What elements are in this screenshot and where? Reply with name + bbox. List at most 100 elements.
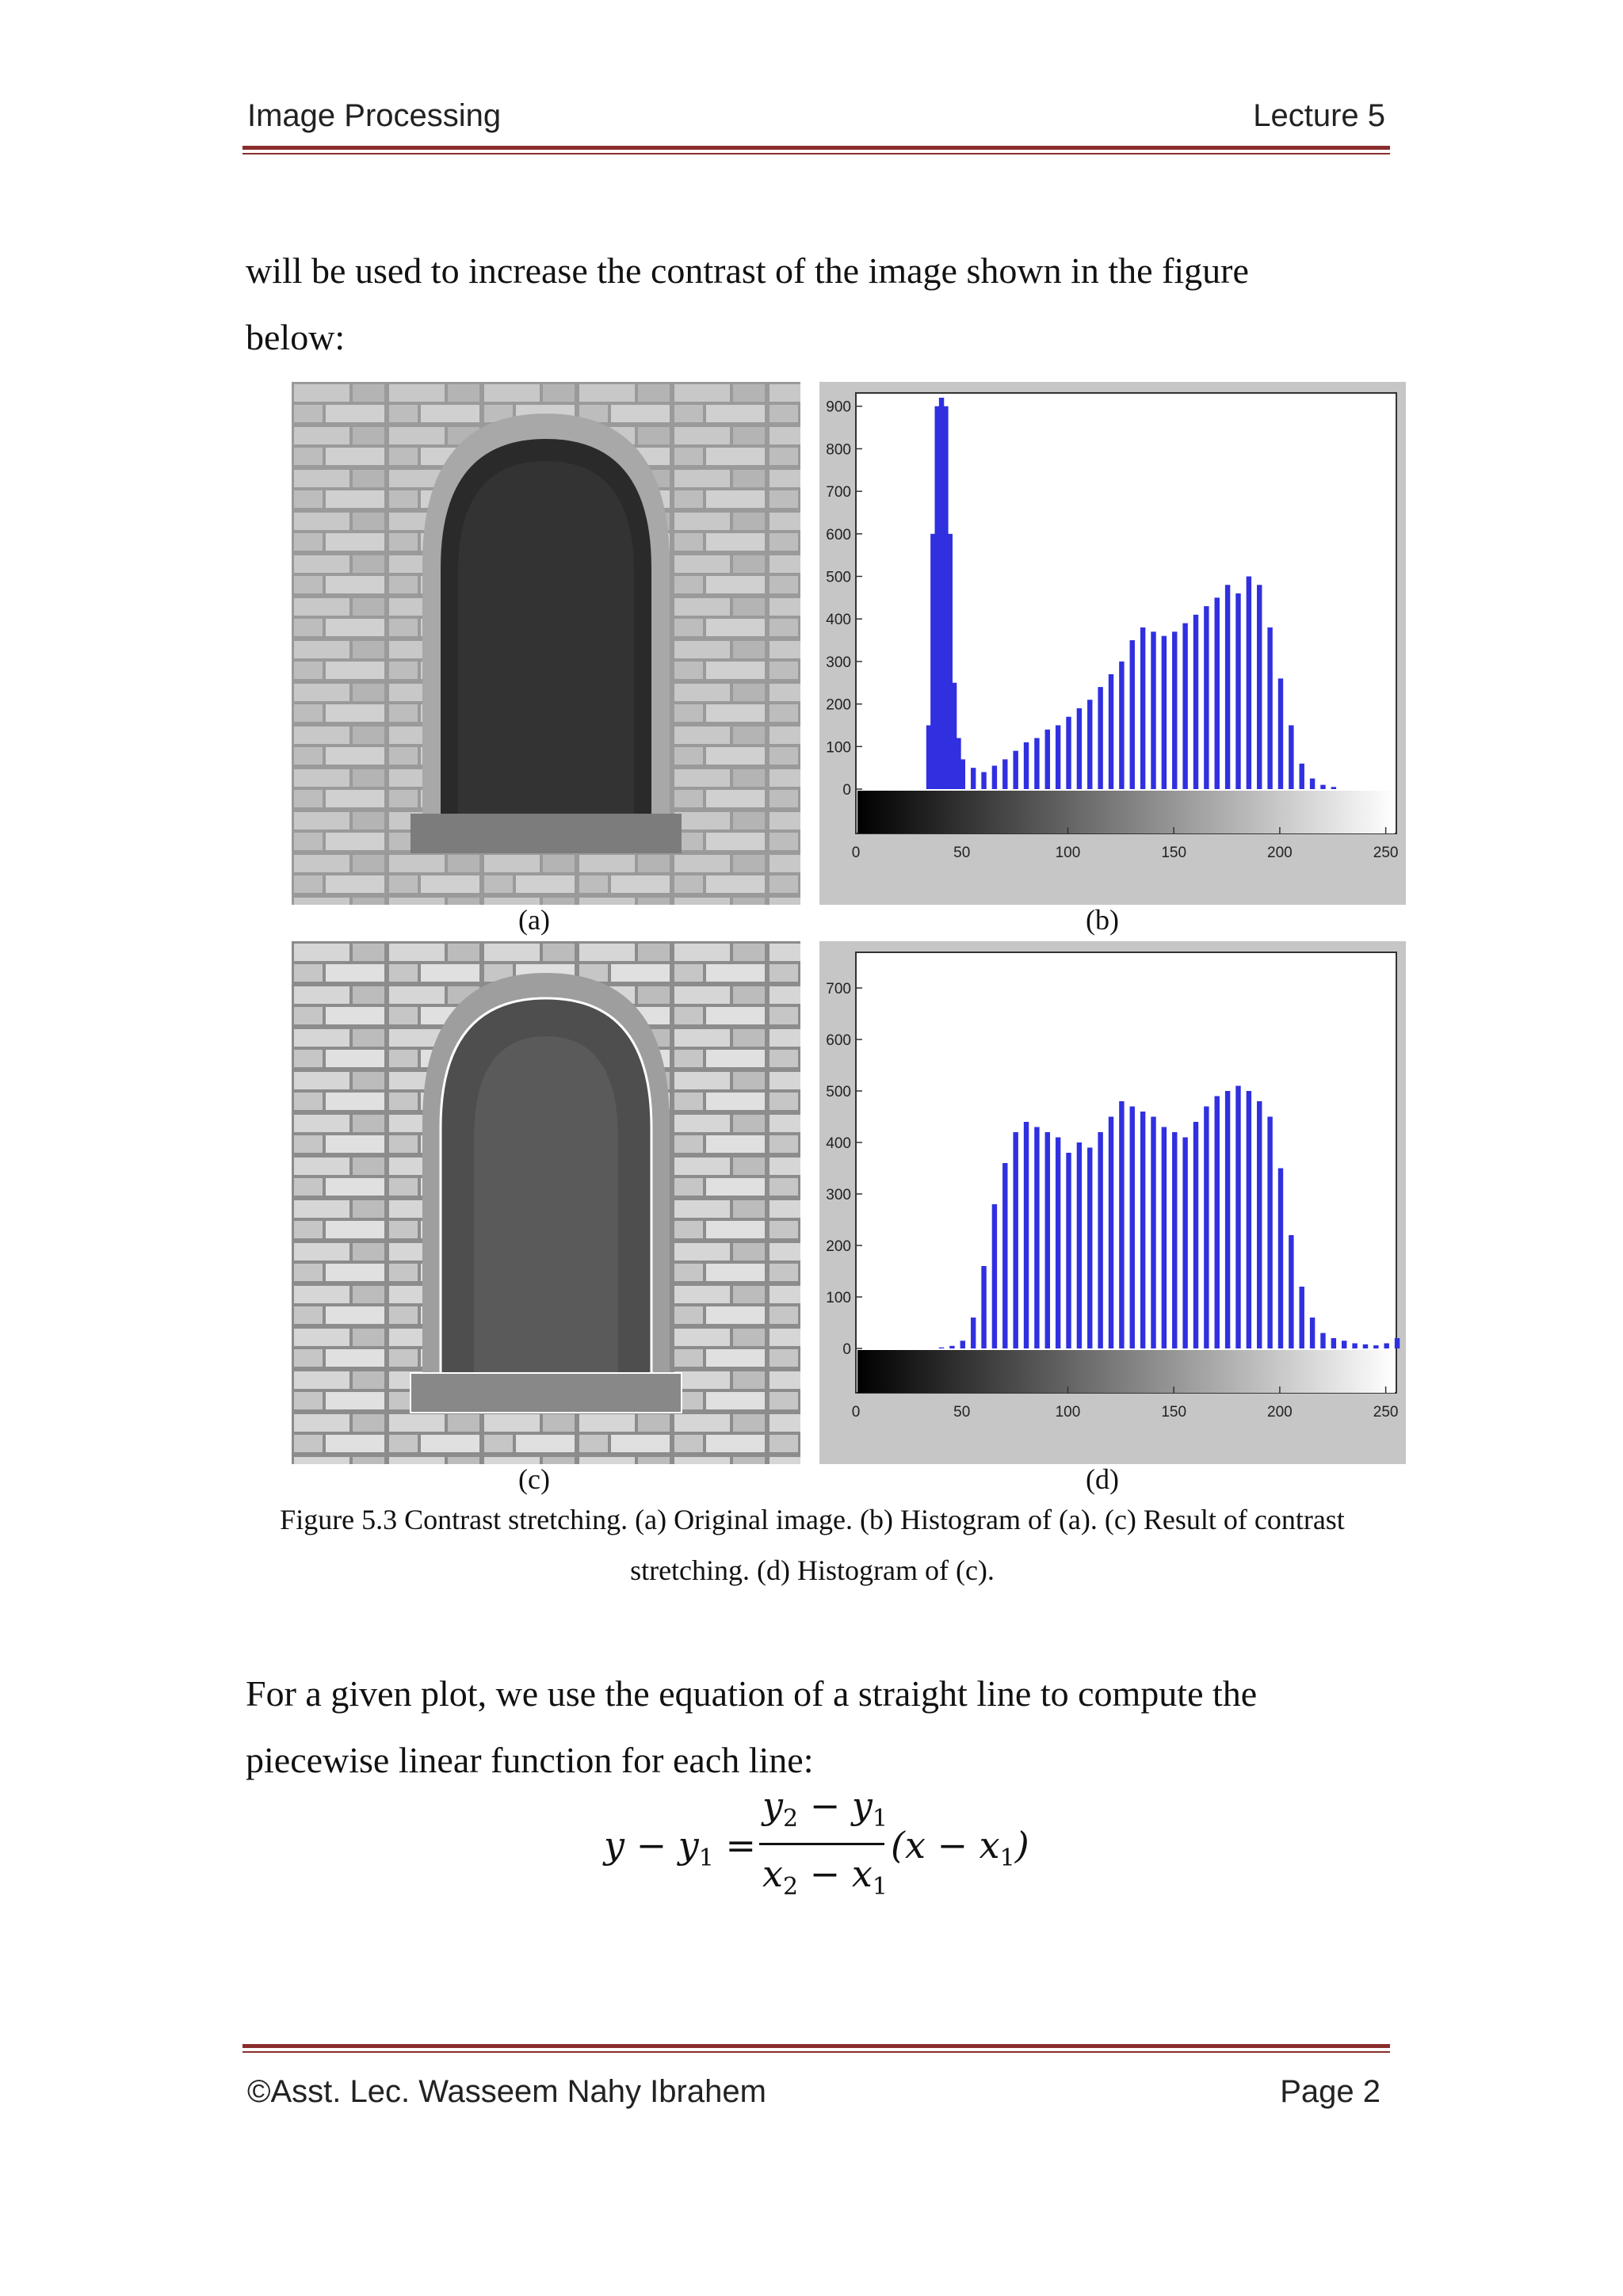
eq-lhs-y: y: [604, 1824, 624, 1867]
eq-equals: =: [725, 1824, 757, 1867]
histogram-d-x-tick-label: 50: [953, 1404, 970, 1421]
histogram-b-bar: [960, 759, 966, 789]
eq-den-x2: x: [762, 1852, 783, 1895]
histogram-d-bar: [1394, 1338, 1400, 1348]
histogram-b-x-tick-label: 200: [1267, 845, 1293, 861]
histogram-b-bar: [1002, 759, 1008, 789]
histogram-b-bar: [1309, 778, 1316, 789]
histogram-b-y-tick-label: 0: [842, 782, 851, 799]
histogram-b-bar: [951, 682, 957, 789]
eq-num-y1: y: [851, 1784, 873, 1827]
intro-paragraph: will be used to increase the contrast of…: [246, 238, 1387, 371]
histogram-b-y-tick-label: 200: [826, 697, 851, 714]
histogram-b-bar: [1023, 742, 1029, 789]
intro-line-2: below:: [246, 317, 346, 357]
histogram-d-bar: [1309, 1318, 1316, 1348]
histogram-b-y-tick-label: 100: [826, 739, 851, 756]
histogram-b-bar: [1204, 606, 1209, 789]
histogram-d-y-tick-label: 0: [842, 1341, 851, 1358]
histogram-d-bar: [1289, 1235, 1294, 1348]
histogram-d-bar: [1161, 1127, 1167, 1348]
histogram-b-y-tick-label: 800: [826, 441, 851, 458]
histogram-d-y-tick-label: 700: [826, 981, 851, 997]
histogram-d-bar: [1002, 1163, 1008, 1348]
subfigure-label-a: (a): [518, 904, 550, 936]
histogram-b-bar: [1044, 729, 1050, 789]
histogram-d-bar: [1246, 1091, 1252, 1348]
histogram-d-x-tick-label: 250: [1373, 1404, 1399, 1421]
equation-denominator: x2 − x1: [762, 1852, 888, 1901]
eq-num-minus: −: [809, 1784, 841, 1827]
histogram-d-bar: [1087, 1147, 1093, 1348]
histogram-d-bar: [1277, 1168, 1284, 1348]
figure-caption: Figure 5.3 Contrast stretching. (a) Orig…: [238, 1494, 1387, 1596]
histogram-d-x-tick-label: 0: [852, 1404, 861, 1421]
eq-den-sub1: 1: [872, 1873, 888, 1901]
histogram-b-bar: [1140, 627, 1146, 789]
histogram-b-bar: [1013, 750, 1018, 789]
histogram-d-bar: [991, 1204, 998, 1348]
histogram-b-bar: [1098, 687, 1103, 789]
histogram-d-bar: [1320, 1333, 1326, 1348]
footer-rule-thin: [242, 2051, 1390, 2053]
histogram-b-bar: [1034, 738, 1040, 789]
histogram-b-bar: [1235, 593, 1241, 789]
histogram-b-bar: [1161, 635, 1167, 789]
histogram-b-y-tick-label: 500: [826, 570, 851, 586]
intro-line-1: will be used to increase the contrast of…: [246, 250, 1249, 291]
equation-numerator: y2 − y1: [762, 1784, 888, 1833]
header-lecture: Lecture 5: [1253, 98, 1385, 133]
histogram-d-bar: [1098, 1132, 1103, 1348]
figure-c-stretched-image: [292, 941, 800, 1464]
histogram-d-bar: [1055, 1137, 1061, 1348]
histogram-b-bar: [926, 725, 932, 789]
eq-den-sub2: 2: [782, 1873, 799, 1901]
eq-num-sub1: 1: [872, 1805, 888, 1833]
histogram-b-x-tick-label: 150: [1161, 845, 1186, 861]
histogram-b-y-tick-label: 400: [826, 612, 851, 628]
histogram-d-bar: [1331, 1338, 1337, 1348]
histogram-d-bar: [1373, 1345, 1379, 1348]
histogram-d-bar: [1214, 1096, 1220, 1348]
histogram-b-y-tick-label: 300: [826, 654, 851, 671]
histogram-d-svg: 0 100 200 300 400 500 600 700 0 50 100 150 200 250: [826, 952, 1400, 1421]
header-rule-thin: [242, 153, 1390, 154]
histogram-d-bar: [1341, 1341, 1347, 1348]
histogram-d-bar: [1119, 1101, 1125, 1348]
histogram-b-bar: [1129, 640, 1135, 789]
header-rule: [242, 146, 1390, 150]
histogram-b-bar: [956, 738, 961, 789]
histogram-d-bar: [1257, 1101, 1262, 1348]
histogram-b-y-tick-label: 700: [826, 484, 851, 501]
histogram-b-bar: [938, 398, 945, 789]
figure-a-original-image: [292, 382, 800, 905]
histogram-b-grayscale-colorbar: [857, 791, 1395, 833]
histogram-b-x-tick-label: 0: [852, 845, 861, 861]
histogram-d-bar: [1224, 1091, 1231, 1348]
subfigure-label-c: (c): [518, 1463, 550, 1495]
histogram-d-grayscale-colorbar: [857, 1350, 1395, 1393]
histogram-d-bar: [1108, 1116, 1114, 1348]
eq-lhs-sub: 1: [698, 1844, 714, 1873]
histogram-b-bar: [947, 533, 953, 789]
caption-line-2: stretching. (d) Histogram of (c).: [630, 1554, 995, 1586]
histogram-b-bar: [981, 772, 987, 789]
figure-b-histogram: 0 100 200 300 400 500 600 700 800 900 0 50 100 150 200…: [819, 382, 1406, 905]
eq-fraction-bar: [759, 1843, 884, 1845]
histogram-b-bar: [1331, 787, 1337, 789]
figure-d-histogram: 0 100 200 300 400 500 600 700 0 50 100 150 200 250: [819, 941, 1406, 1464]
histogram-d-x-tick-label: 100: [1056, 1404, 1081, 1421]
histogram-b-bar: [1277, 678, 1284, 789]
histogram-d-bar: [1013, 1132, 1018, 1348]
histogram-d-bar: [1066, 1153, 1071, 1348]
histogram-d-bar: [1193, 1122, 1199, 1348]
body-line-1: For a given plot, we use the equation of…: [246, 1673, 1258, 1714]
histogram-b-bar: [1289, 725, 1294, 789]
histogram-d-y-tick-label: 300: [826, 1187, 851, 1203]
histogram-b-bar: [1320, 784, 1326, 789]
histogram-b-bar: [1119, 661, 1125, 789]
histogram-b-bar: [1151, 631, 1156, 789]
histogram-b-y-tick-label: 900: [826, 399, 851, 416]
histogram-b-bar: [1066, 716, 1071, 789]
footer-page-number: Page 2: [1280, 2074, 1381, 2109]
